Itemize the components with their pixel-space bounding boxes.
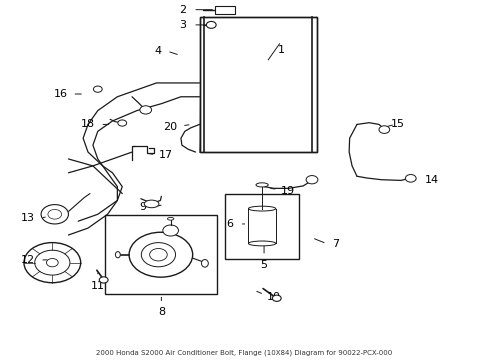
Ellipse shape <box>144 200 159 208</box>
Circle shape <box>129 232 192 277</box>
Circle shape <box>48 210 61 219</box>
Circle shape <box>149 248 167 261</box>
Text: 20: 20 <box>163 122 177 132</box>
Text: 2000 Honda S2000 Air Conditioner Bolt, Flange (10X84) Diagram for 90022-PCX-000: 2000 Honda S2000 Air Conditioner Bolt, F… <box>96 349 392 356</box>
Text: 3: 3 <box>179 20 185 30</box>
Ellipse shape <box>248 206 275 211</box>
Bar <box>199 17 316 152</box>
Bar <box>104 215 217 294</box>
Text: 13: 13 <box>21 213 35 224</box>
Bar <box>199 17 316 152</box>
Bar <box>224 194 299 258</box>
Text: 11: 11 <box>91 281 104 291</box>
Circle shape <box>46 258 58 267</box>
Circle shape <box>41 204 68 224</box>
Circle shape <box>206 22 216 28</box>
Text: 16: 16 <box>53 89 67 99</box>
Ellipse shape <box>256 183 268 187</box>
Text: 2: 2 <box>178 5 185 15</box>
Text: 17: 17 <box>159 150 173 160</box>
Circle shape <box>24 243 81 283</box>
Text: 1: 1 <box>277 45 284 55</box>
Bar <box>215 6 234 14</box>
Circle shape <box>140 106 151 114</box>
Text: 12: 12 <box>21 255 35 265</box>
Circle shape <box>405 175 415 182</box>
Circle shape <box>99 277 108 283</box>
Circle shape <box>118 120 126 126</box>
Text: 15: 15 <box>390 120 405 129</box>
Text: 9: 9 <box>139 202 146 212</box>
Text: 14: 14 <box>424 175 438 185</box>
Ellipse shape <box>201 260 208 267</box>
Ellipse shape <box>167 217 174 220</box>
Circle shape <box>272 295 281 301</box>
Circle shape <box>35 250 70 275</box>
Circle shape <box>163 225 178 236</box>
Circle shape <box>141 243 175 267</box>
Circle shape <box>93 86 102 92</box>
Ellipse shape <box>115 252 120 258</box>
Text: 19: 19 <box>281 186 295 196</box>
Text: 18: 18 <box>81 120 95 129</box>
Text: 5: 5 <box>260 260 267 270</box>
Circle shape <box>305 176 317 184</box>
Text: 10: 10 <box>266 292 280 302</box>
Circle shape <box>378 126 389 134</box>
Text: 6: 6 <box>226 219 233 229</box>
Text: 7: 7 <box>332 239 339 249</box>
Bar <box>199 17 316 152</box>
Ellipse shape <box>248 241 275 246</box>
Text: 8: 8 <box>158 307 164 317</box>
Text: 4: 4 <box>154 46 161 56</box>
